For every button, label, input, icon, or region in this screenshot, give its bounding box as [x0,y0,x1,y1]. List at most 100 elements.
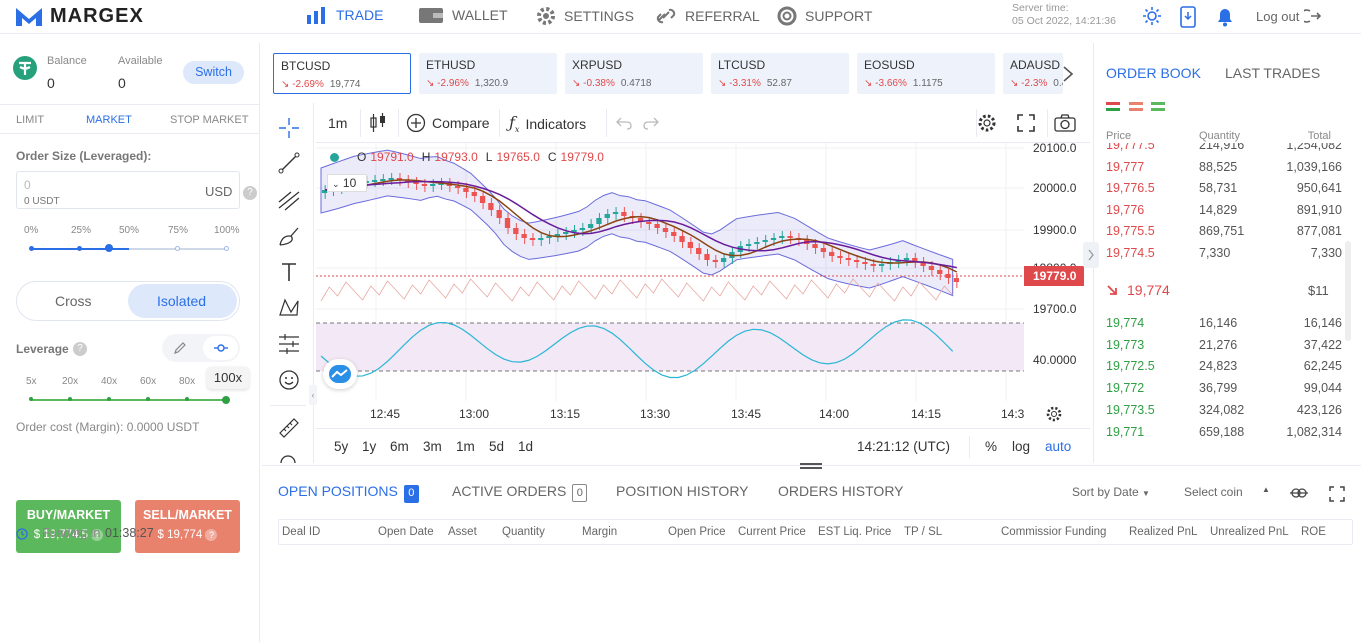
nav-settings[interactable]: SETTINGS [536,6,634,26]
tradingview-logo[interactable] [323,359,357,389]
trend-line-icon[interactable] [277,151,301,175]
ticker-xrpusd[interactable]: XRPUSD ↘ -0.38% 0.4718 [565,53,703,94]
column-header[interactable]: Commissior Funding [1001,526,1107,538]
leverage-dot[interactable] [29,397,33,401]
bid-row[interactable]: 19,772 36,799 99,044 [1106,381,1342,399]
resize-handle[interactable] [800,463,822,469]
zoom-icon[interactable] [277,452,301,463]
column-header[interactable]: Open Price [668,526,726,538]
ruler-icon[interactable] [277,416,301,440]
tab-last-trades[interactable]: LAST TRADES [1225,65,1321,81]
interval-select[interactable]: 1m [328,115,348,131]
pattern-icon[interactable] [277,296,301,320]
ticker-eosusd[interactable]: EOSUSD ↘ -3.66% 1.1175 [857,53,995,94]
nav-wallet[interactable]: WALLET [418,6,508,24]
scale-percent[interactable]: % [985,439,998,454]
bid-row[interactable]: 19,773.5 324,082 423,126 [1106,403,1342,421]
tab-order-book[interactable]: ORDER BOOK [1106,65,1201,81]
ma-period-toggle[interactable]: ⌄ 10 [327,174,367,192]
help-icon[interactable]: ? [243,186,257,200]
ask-row[interactable]: 19,776 14,829 891,910 [1106,203,1342,221]
book-view-asks-icon[interactable] [1129,102,1145,112]
text-tool-icon[interactable] [277,260,301,284]
size-slider-track[interactable] [31,248,227,250]
book-view-both-icon[interactable] [1106,102,1122,112]
range-6m[interactable]: 6m [390,439,409,454]
tab-open-positions[interactable]: OPEN POSITIONS 0 [278,483,419,503]
column-header[interactable]: Current Price [738,526,806,538]
range-1y[interactable]: 1y [362,439,377,454]
bid-row[interactable]: 19,772.5 24,823 62,245 [1106,359,1342,377]
bid-row[interactable]: 19,773 21,276 37,422 [1106,338,1342,356]
scale-log[interactable]: log [1012,439,1031,454]
column-header[interactable]: Unrealized PnL [1210,526,1289,538]
camera-icon[interactable] [1053,113,1077,133]
column-header[interactable]: Open Date [378,526,434,538]
bell-icon[interactable] [1215,6,1235,28]
expand-icon[interactable] [1329,486,1345,502]
nav-support[interactable]: SUPPORT [777,6,872,26]
leverage-slider-knob[interactable] [222,396,230,404]
bid-row[interactable]: 19,774 16,146 16,146 [1106,316,1342,334]
ticker-ltcusd[interactable]: LTCUSD ↘ -3.31% 52.87 [711,53,849,94]
sell-market-button[interactable]: SELL/MARKET $ 19,774 ? [135,500,240,553]
leverage-help-icon[interactable]: ? [73,342,87,356]
switch-button[interactable]: Switch [183,61,244,84]
column-header[interactable]: ROE [1301,526,1326,538]
nav-trade[interactable]: TRADE [306,6,383,24]
range-1m[interactable]: 1m [456,439,475,454]
ask-row[interactable]: 19,774.5 7,330 7,330 [1106,246,1342,262]
logout-button[interactable]: Log out [1256,8,1322,24]
size-dot-25[interactable] [77,246,82,251]
candles-icon[interactable] [368,112,388,134]
leverage-dot[interactable] [107,397,111,401]
ask-row[interactable]: 19,777.5 214,916 1,254,082 [1106,143,1342,156]
crosshair-icon[interactable] [277,116,301,140]
ask-row[interactable]: 19,776.5 58,731 950,641 [1106,181,1342,199]
book-view-bids-icon[interactable] [1151,102,1167,112]
bid-row[interactable]: 19,771 659,188 1,082,314 [1106,425,1342,443]
size-dot-0[interactable] [29,246,34,251]
column-header[interactable]: Realized PnL [1129,526,1198,538]
ticker-adausd[interactable]: ADAUSD ↘ -2.3% 0.425 [1003,53,1063,94]
range-5d[interactable]: 5d [489,439,505,454]
indicators-button[interactable]: ƒx Indicators [509,113,586,134]
fib-tool-icon[interactable] [277,188,301,212]
margin-isolated-bg[interactable] [128,284,237,318]
margin-isolated[interactable]: Isolated [157,293,207,309]
range-5y[interactable]: 5y [334,439,349,454]
tab-position-history[interactable]: POSITION HISTORY [616,483,749,499]
book-scrollbar[interactable] [1345,241,1351,341]
fullscreen-icon[interactable] [1016,113,1036,133]
ask-row[interactable]: 19,775.5 869,751 877,081 [1106,224,1342,242]
buy-help-icon[interactable]: ? [91,529,104,541]
prediction-icon[interactable] [277,332,301,356]
logo[interactable]: MARGEX [14,4,144,28]
ticker-ethusd[interactable]: ETHUSD ↘ -2.96% 1,320.9 [419,53,557,94]
sell-help-icon[interactable]: ? [205,529,218,541]
column-header[interactable]: Deal ID [282,526,321,538]
connection-icon[interactable] [1289,486,1309,500]
order-size-input[interactable]: 0 0 USDT USD [16,171,240,209]
redo-icon[interactable] [643,116,659,130]
column-header[interactable]: Asset [448,526,477,538]
column-header[interactable]: EST Liq. Price [818,526,892,538]
leverage-dot[interactable] [68,397,72,401]
size-dot-75[interactable] [175,246,180,251]
size-dot-100[interactable] [224,246,229,251]
size-slider-knob[interactable] [105,244,113,252]
mobile-app-icon[interactable] [1180,6,1196,28]
order-type-market[interactable]: MARKET [86,114,132,126]
leverage-dot[interactable] [146,397,150,401]
ticker-btcusd[interactable]: BTCUSD ↘ -2.69% 19,774 [273,53,411,94]
time-axis-settings-icon[interactable] [1045,405,1063,423]
undo-icon[interactable] [616,116,632,130]
utc-clock[interactable]: 14:21:12 (UTC) [857,439,951,454]
order-type-stop-market[interactable]: STOP MARKET [170,114,249,126]
column-header[interactable]: Margin [582,526,618,538]
chart-settings-icon[interactable] [976,112,998,134]
tab-orders-history[interactable]: ORDERS HISTORY [778,483,904,499]
range-1d[interactable]: 1d [518,439,534,454]
order-type-limit[interactable]: LIMIT [16,114,45,126]
ask-row[interactable]: 19,777 88,525 1,039,166 [1106,160,1342,178]
